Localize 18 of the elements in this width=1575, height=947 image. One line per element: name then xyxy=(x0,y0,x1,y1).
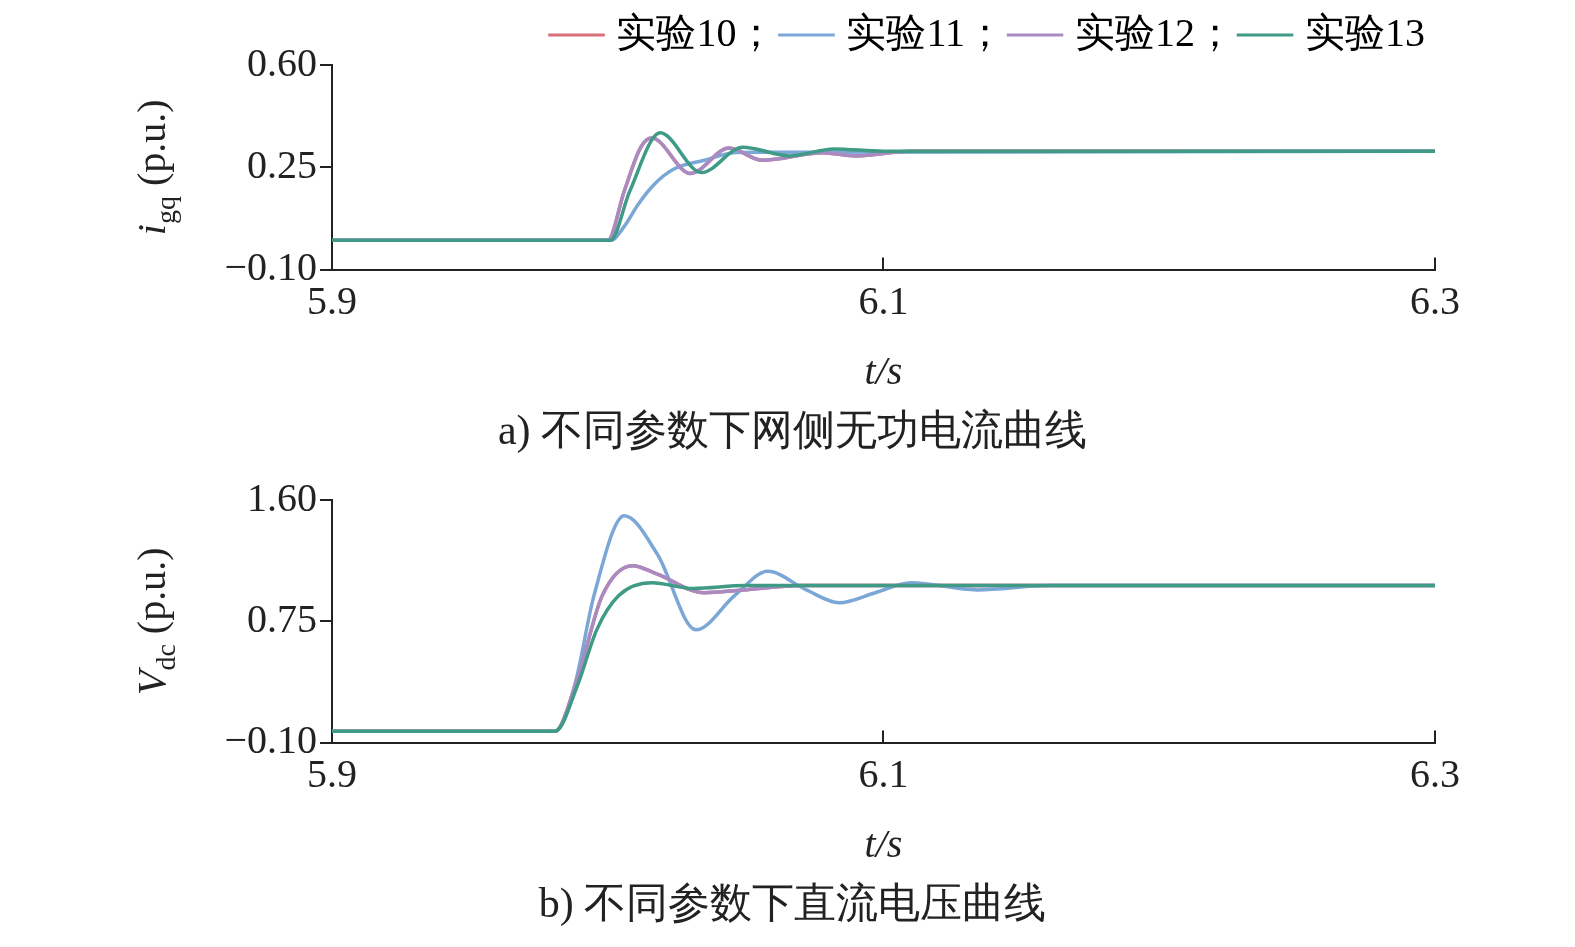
text: b) 不同参数下直流电压曲线 xyxy=(538,879,1047,927)
x-tick-label: 6.3 xyxy=(1410,751,1460,797)
legend-label: 实验10； xyxy=(616,9,777,55)
y-tick-label: 0.60 xyxy=(247,39,317,85)
text: a) 不同参数下网侧无功电流曲线 xyxy=(497,406,1088,454)
legend-label: 实验11； xyxy=(846,9,1005,55)
y-tick-label: 1.60 xyxy=(247,474,317,520)
y-tick-label: 0.75 xyxy=(247,595,317,641)
x-tick-label: 6.1 xyxy=(858,278,909,324)
legend-label: 实验12； xyxy=(1075,9,1235,55)
x-axis-title: t/s xyxy=(864,348,903,394)
x-tick-label: 6.3 xyxy=(1410,278,1460,324)
y-axis-title: Vdc (p.u.) xyxy=(129,547,181,696)
x-axis-title: t/s xyxy=(864,821,903,867)
legend-label: 实验13 xyxy=(1305,9,1425,55)
y-axis-title: igq (p.u.) xyxy=(129,99,181,236)
y-tick-label: 0.25 xyxy=(247,141,317,187)
x-tick-label: 6.1 xyxy=(858,751,909,797)
